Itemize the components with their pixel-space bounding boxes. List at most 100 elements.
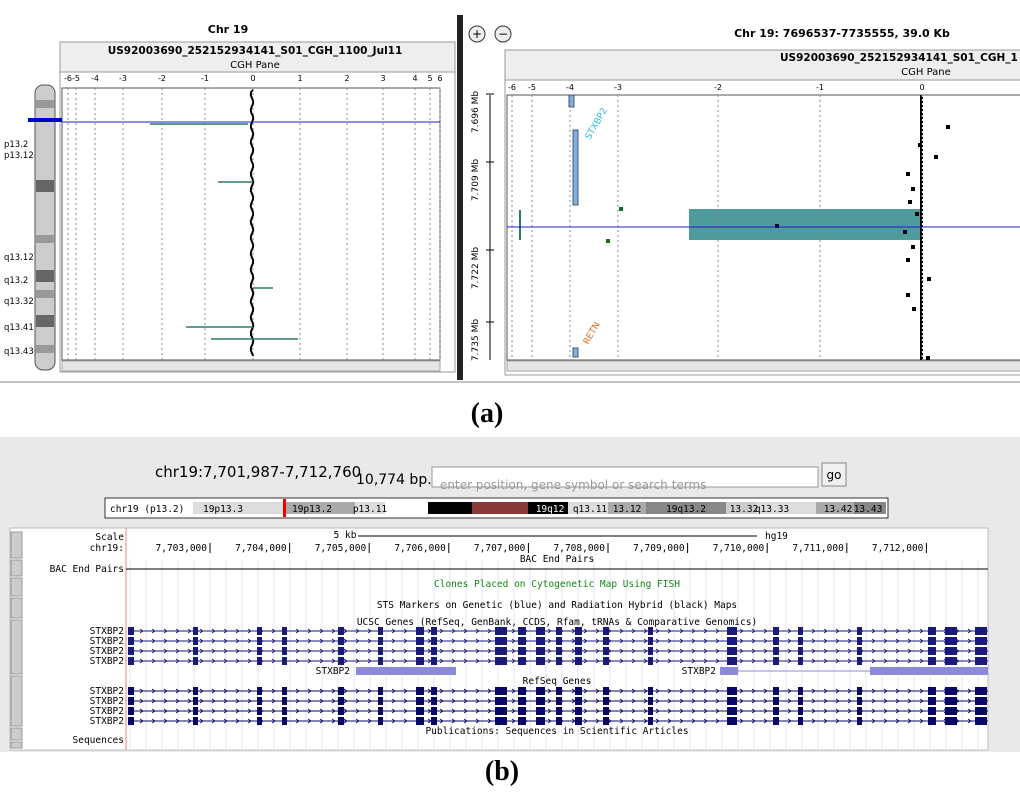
y-tick-label: 7.696 Mb xyxy=(471,91,481,133)
probe xyxy=(926,356,930,360)
strand-arrow xyxy=(247,718,252,724)
strand-arrow xyxy=(151,648,156,654)
exon xyxy=(928,657,936,665)
strand-arrow xyxy=(271,628,276,634)
strand-arrow xyxy=(187,688,192,694)
track-button[interactable] xyxy=(10,675,23,727)
coordinate-label: 7,703,000 xyxy=(156,543,208,554)
strand-arrow xyxy=(511,658,516,664)
probe xyxy=(911,245,915,249)
probe xyxy=(920,105,923,107)
strand-arrow xyxy=(175,658,180,664)
ideogram-band-label: 19p13.3 xyxy=(203,504,243,515)
probe xyxy=(920,213,923,215)
strand-arrow xyxy=(151,708,156,714)
probe xyxy=(920,333,923,335)
exon xyxy=(945,657,957,665)
track-button[interactable] xyxy=(10,597,23,619)
search-input[interactable] xyxy=(431,466,819,488)
track-button[interactable] xyxy=(10,559,23,577)
probe xyxy=(920,285,923,287)
strand-arrow xyxy=(631,628,636,634)
exon xyxy=(945,627,957,635)
strand-arrow xyxy=(355,638,360,644)
chrom-label: chr19: xyxy=(90,543,124,554)
probe xyxy=(920,193,923,195)
strand-arrow xyxy=(763,648,768,654)
strand-arrow xyxy=(847,658,852,664)
strand-arrow xyxy=(547,708,552,714)
probe xyxy=(920,301,923,303)
y-tick-label: 7.709 Mb xyxy=(471,159,481,201)
exon xyxy=(193,707,198,715)
strand-arrow xyxy=(691,628,696,634)
strand-arrow xyxy=(703,718,708,724)
exon xyxy=(603,637,609,645)
ideogram-band-label: 13.42 xyxy=(824,504,853,515)
exon xyxy=(603,687,609,695)
track-button[interactable] xyxy=(10,727,23,741)
right-scrollbar xyxy=(506,360,1020,372)
zoom-in-button[interactable] xyxy=(468,25,486,43)
probe xyxy=(920,261,923,263)
probe xyxy=(920,329,923,331)
strand-arrow xyxy=(583,718,588,724)
strand-arrow xyxy=(895,648,900,654)
track-button[interactable] xyxy=(10,531,23,559)
strand-arrow xyxy=(223,718,228,724)
exon xyxy=(603,657,609,665)
exon xyxy=(378,717,383,725)
strand-arrow xyxy=(439,658,444,664)
track-button[interactable] xyxy=(10,741,23,749)
strand-arrow xyxy=(511,718,516,724)
exon xyxy=(928,637,936,645)
strand-arrow xyxy=(211,698,216,704)
exon xyxy=(648,637,653,645)
strand-arrow xyxy=(619,688,624,694)
strand-arrow xyxy=(835,648,840,654)
probe xyxy=(920,197,923,199)
strand-arrow xyxy=(487,638,492,644)
strand-arrow xyxy=(235,698,240,704)
exon xyxy=(282,697,287,705)
strand-arrow xyxy=(739,638,744,644)
probe xyxy=(920,217,923,219)
strand-arrow xyxy=(487,658,492,664)
zoom-out-button[interactable] xyxy=(494,25,512,43)
strand-arrow xyxy=(367,648,372,654)
strand-arrow xyxy=(295,648,300,654)
strand-arrow xyxy=(919,638,924,644)
ideogram-highlight xyxy=(283,499,286,517)
ideogram-band xyxy=(646,502,726,514)
exon xyxy=(727,647,737,655)
strand-arrow xyxy=(703,708,708,714)
track-title: BAC End Pairs xyxy=(520,554,594,565)
exon xyxy=(975,637,987,645)
strand-arrow xyxy=(583,648,588,654)
exon xyxy=(338,657,344,665)
track-button[interactable] xyxy=(10,619,23,675)
strand-arrow xyxy=(847,698,852,704)
strand-arrow xyxy=(655,718,660,724)
strand-arrow xyxy=(811,648,816,654)
strand-arrow xyxy=(835,688,840,694)
strand-arrow xyxy=(655,688,660,694)
track-button[interactable] xyxy=(10,577,23,597)
exon xyxy=(975,657,987,665)
strand-arrow xyxy=(331,718,336,724)
exon xyxy=(798,647,803,655)
probe xyxy=(920,237,923,239)
strand-arrow xyxy=(463,708,468,714)
log-ratio-trace xyxy=(249,89,255,357)
strand-arrow xyxy=(871,658,876,664)
strand-arrow xyxy=(595,658,600,664)
strand-arrow xyxy=(175,648,180,654)
strand-arrow xyxy=(355,658,360,664)
go-button[interactable] xyxy=(821,462,847,487)
strand-arrow xyxy=(739,698,744,704)
exon xyxy=(128,647,134,655)
ideogram-band xyxy=(428,502,472,514)
strand-arrow xyxy=(475,688,480,694)
strand-arrow xyxy=(331,688,336,694)
probe xyxy=(920,97,923,99)
